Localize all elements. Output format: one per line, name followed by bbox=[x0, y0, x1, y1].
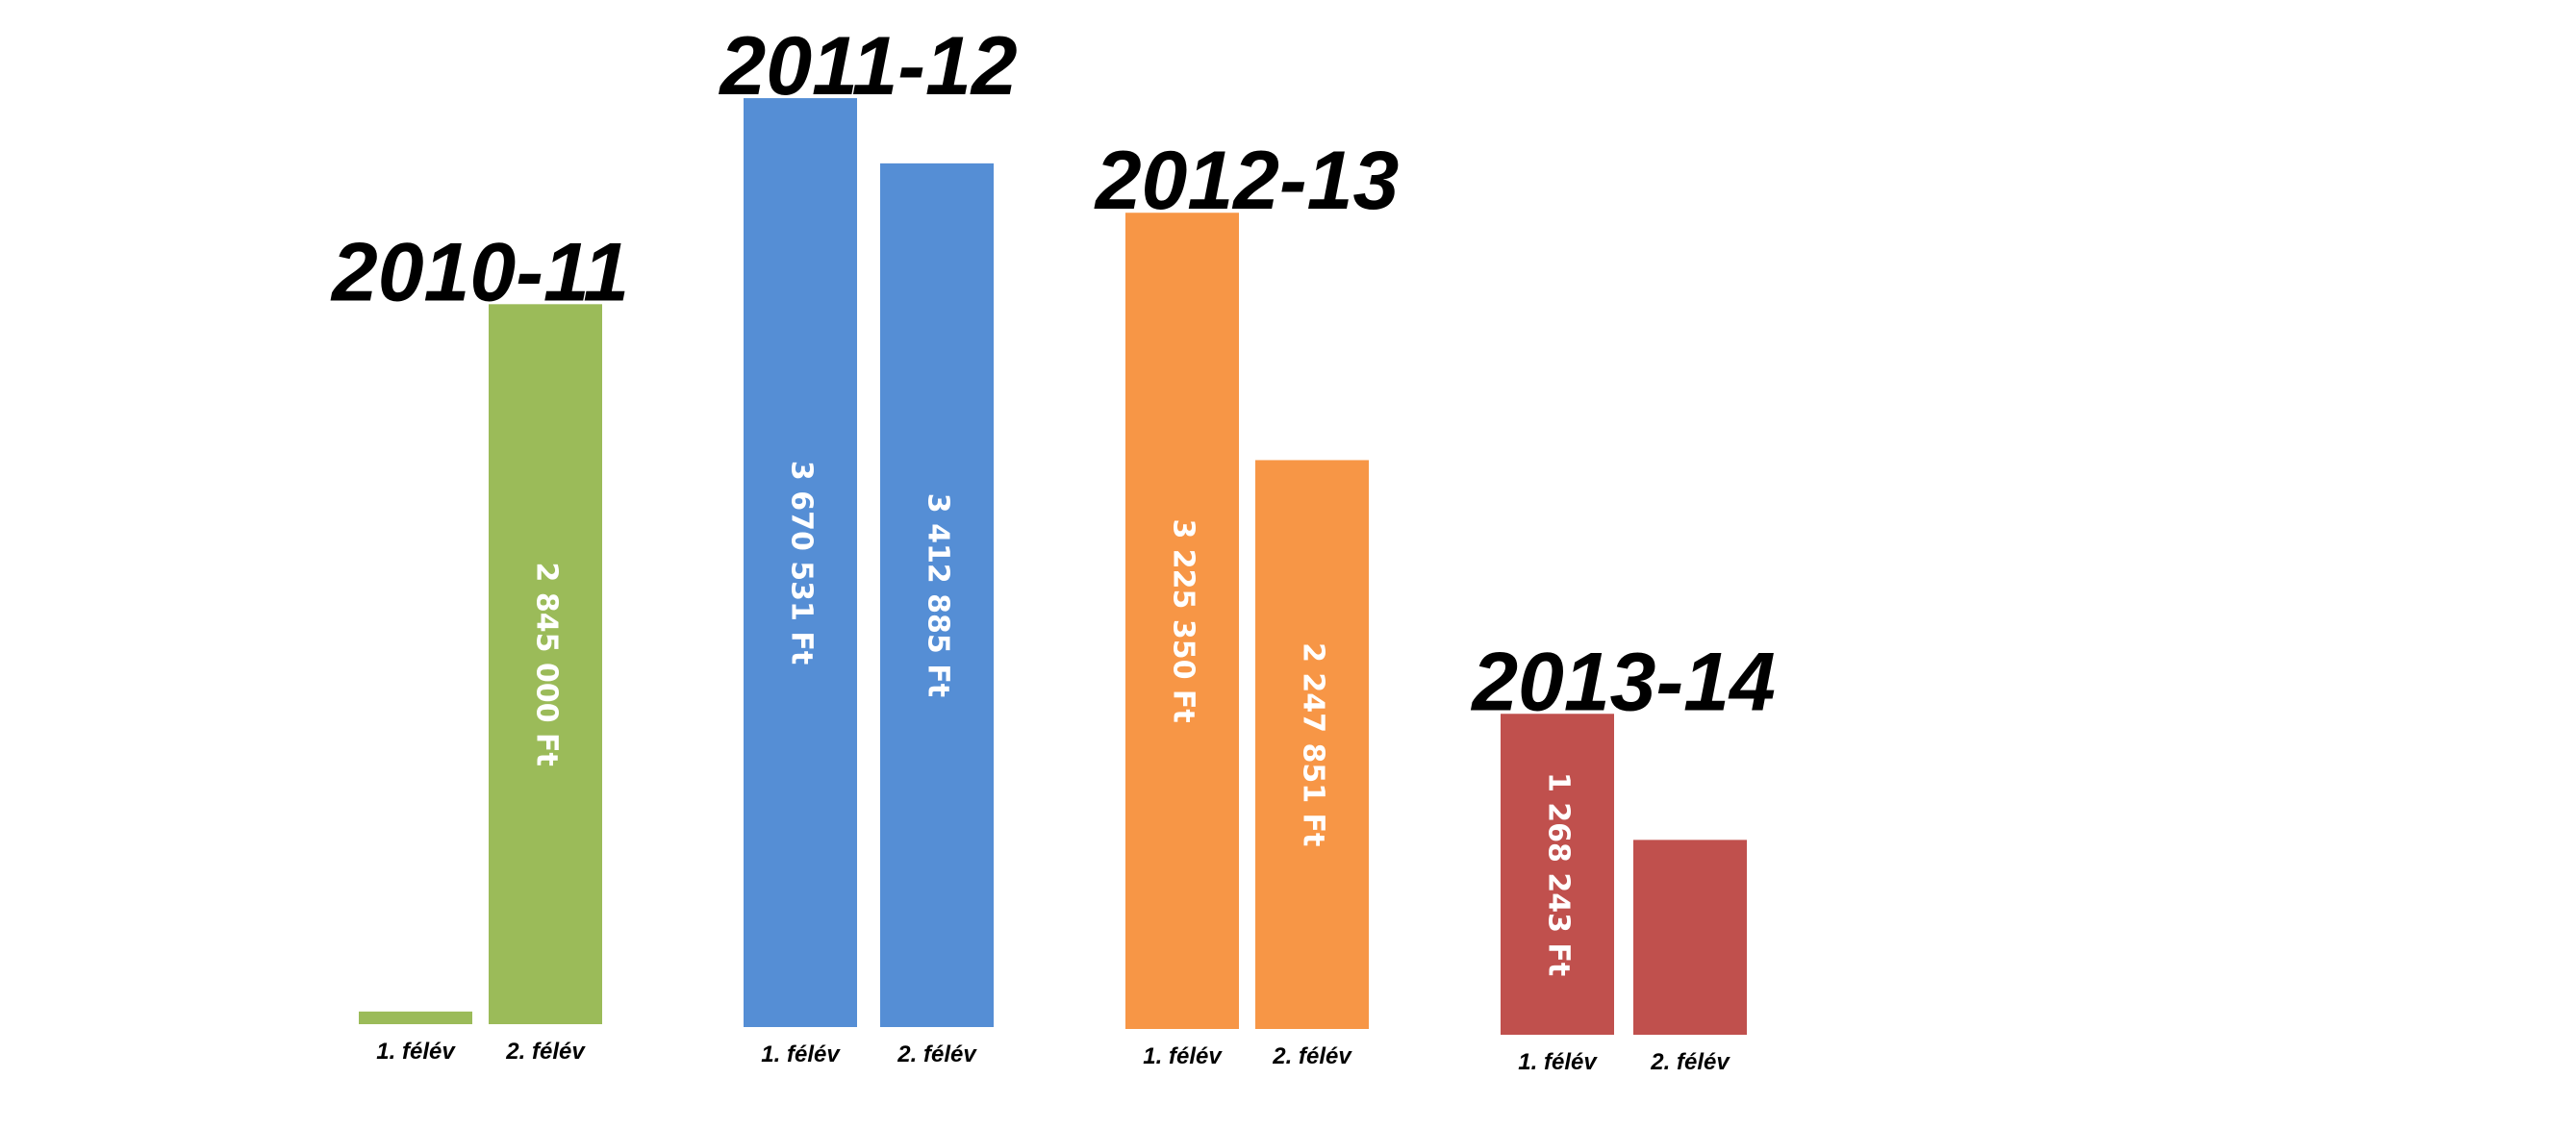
bar-2011-12-2 bbox=[880, 163, 994, 1027]
bar-value-label: 2 247 851 Ft bbox=[1297, 642, 1330, 846]
bar-value-label: 3 412 885 Ft bbox=[922, 493, 955, 697]
bar-value-label: 2 845 000 Ft bbox=[530, 563, 564, 766]
category-label: 1. félév bbox=[376, 1039, 456, 1065]
category-label: 2. félév bbox=[1272, 1043, 1352, 1069]
bar-2010-11-1 bbox=[359, 1011, 472, 1024]
bar-value-label: 3 225 350 Ft bbox=[1167, 518, 1200, 722]
bar-value-label: 3 670 531 Ft bbox=[785, 461, 819, 665]
bar-2012-13-1 bbox=[1125, 213, 1239, 1029]
group-2010-11: 1. félév 2 845 000 Ft 2. félév 2010-11 bbox=[330, 226, 629, 1065]
bar-2013-14-1 bbox=[1501, 714, 1614, 1035]
category-label: 1. félév bbox=[1518, 1049, 1598, 1075]
bar-2012-13-2 bbox=[1255, 460, 1369, 1029]
chart-groups: 1. félév 2 845 000 Ft 2. félév 2010-11 3 670… bbox=[330, 20, 1776, 1075]
bar-2010-11-2 bbox=[489, 304, 602, 1024]
group-title: 2013-14 bbox=[1470, 636, 1776, 728]
category-label: 1. félév bbox=[1143, 1043, 1223, 1069]
category-label: 2. félév bbox=[1650, 1049, 1730, 1075]
group-title: 2011-12 bbox=[718, 20, 1017, 113]
bar-2013-14-2 bbox=[1633, 840, 1747, 1035]
category-label: 2. félév bbox=[505, 1039, 586, 1065]
bar-value-label: 1 268 243 Ft bbox=[1542, 772, 1576, 976]
group-2011-12: 3 670 531 Ft 1. félév 3 412 885 Ft 2. félév… bbox=[718, 20, 1017, 1067]
group-2012-13: 3 225 350 Ft 1. félév 2 247 851 Ft 2. félév… bbox=[1094, 135, 1400, 1069]
group-title: 2010-11 bbox=[330, 226, 629, 318]
group-2013-14: 1 268 243 Ft 1. félév 2. félév 2013-14 bbox=[1470, 636, 1776, 1075]
category-label: 1. félév bbox=[761, 1041, 841, 1067]
group-title: 2012-13 bbox=[1094, 135, 1400, 227]
category-label: 2. félév bbox=[897, 1041, 977, 1067]
bar-2011-12-1 bbox=[744, 98, 857, 1027]
